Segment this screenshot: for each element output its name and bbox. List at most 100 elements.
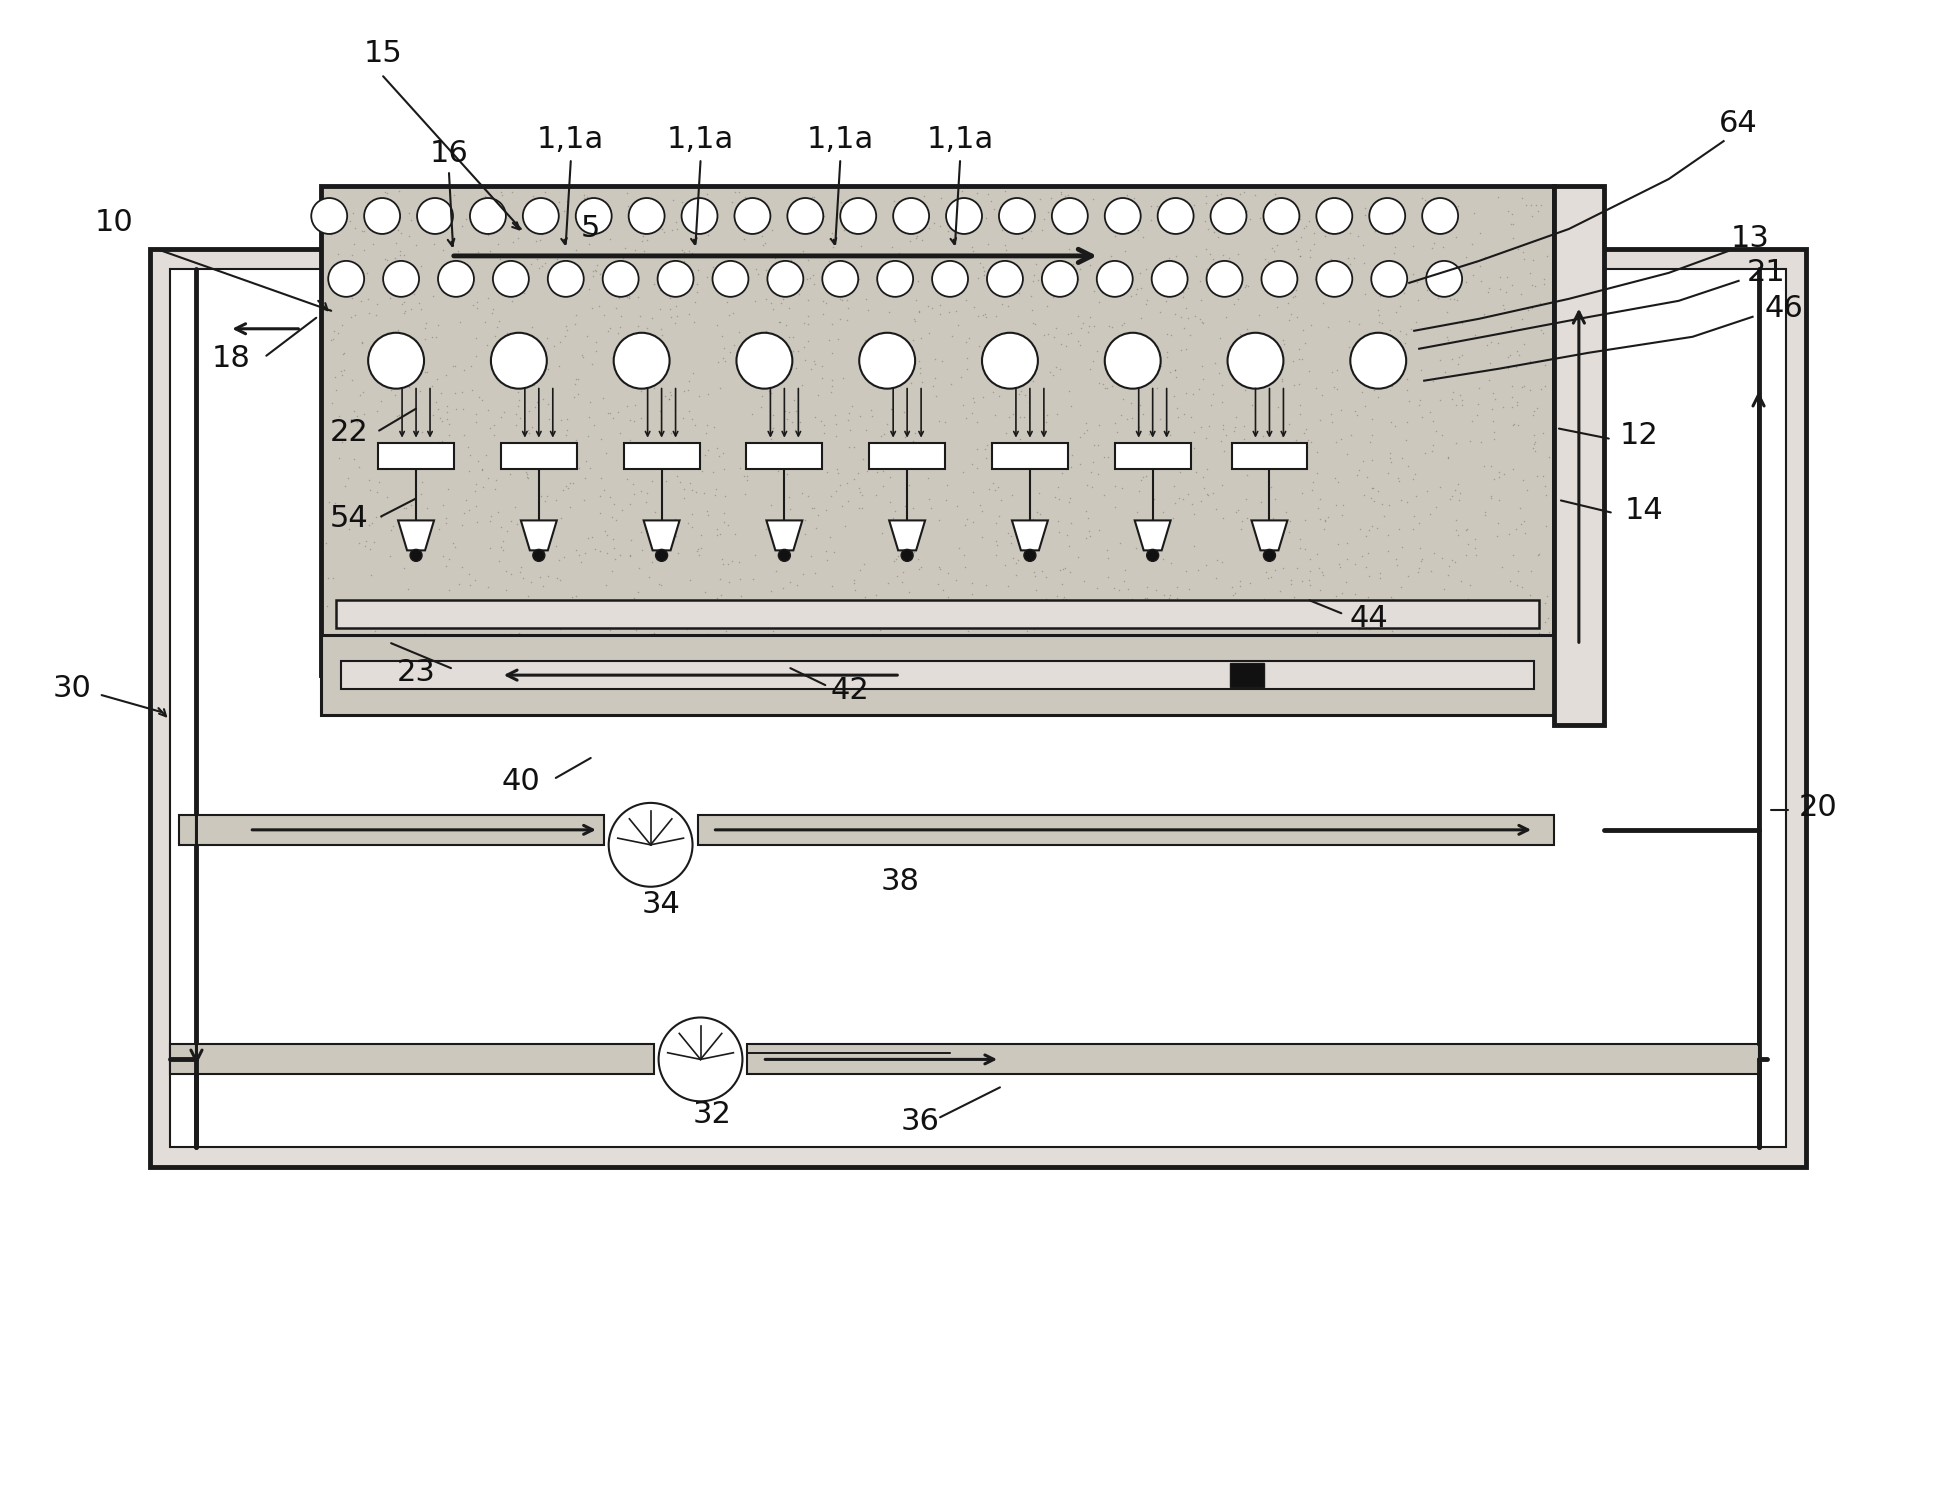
Point — [547, 479, 578, 503]
Point — [1168, 403, 1200, 427]
Point — [551, 474, 582, 498]
Point — [406, 254, 437, 278]
Point — [1286, 480, 1317, 504]
Point — [1441, 517, 1472, 541]
Point — [710, 650, 741, 674]
Point — [1531, 483, 1562, 507]
Point — [739, 205, 770, 229]
Point — [898, 199, 929, 223]
Point — [1335, 204, 1366, 228]
Point — [788, 239, 819, 263]
Point — [845, 404, 876, 428]
Point — [1160, 302, 1192, 326]
Point — [994, 404, 1025, 428]
Point — [945, 210, 976, 233]
Point — [1190, 184, 1221, 208]
Point — [919, 384, 951, 407]
Point — [359, 531, 390, 555]
Point — [1237, 341, 1268, 364]
Point — [329, 341, 361, 364]
Point — [1280, 284, 1311, 308]
Point — [811, 291, 843, 315]
Point — [708, 442, 739, 465]
Point — [1200, 497, 1231, 520]
Point — [880, 565, 911, 589]
Point — [1443, 523, 1474, 547]
Point — [851, 647, 882, 671]
Point — [453, 498, 484, 522]
Point — [1276, 568, 1307, 592]
Point — [649, 657, 680, 681]
Text: 18: 18 — [212, 343, 251, 373]
Point — [1149, 583, 1180, 607]
Point — [1272, 291, 1303, 315]
Point — [447, 381, 478, 404]
Point — [831, 288, 862, 312]
Point — [664, 470, 696, 494]
Point — [619, 619, 651, 642]
Point — [512, 642, 543, 666]
Point — [817, 312, 849, 336]
Point — [472, 574, 504, 598]
Point — [1509, 510, 1541, 534]
Point — [919, 366, 951, 390]
Point — [792, 650, 823, 674]
Circle shape — [655, 549, 668, 561]
Point — [559, 657, 590, 681]
Point — [496, 180, 527, 204]
Point — [447, 214, 478, 238]
Point — [1239, 396, 1270, 419]
Point — [825, 287, 857, 311]
Circle shape — [576, 198, 612, 233]
Point — [406, 482, 437, 506]
Point — [894, 473, 925, 497]
Point — [578, 257, 610, 281]
Point — [711, 552, 743, 575]
Point — [1262, 632, 1294, 656]
Point — [662, 260, 694, 284]
Point — [1023, 268, 1054, 291]
Point — [631, 604, 662, 628]
Point — [1200, 608, 1231, 632]
Point — [512, 584, 543, 608]
Point — [1358, 476, 1390, 500]
Point — [1384, 516, 1415, 540]
Point — [964, 335, 996, 358]
Point — [400, 602, 431, 626]
Point — [1072, 418, 1103, 442]
Point — [876, 397, 907, 421]
Point — [1103, 626, 1135, 650]
Point — [1082, 625, 1113, 648]
Point — [778, 326, 809, 349]
Point — [1017, 269, 1049, 293]
Point — [894, 229, 925, 253]
Point — [788, 311, 819, 335]
Point — [378, 515, 410, 538]
Point — [784, 422, 815, 446]
Point — [631, 315, 662, 339]
Point — [1356, 515, 1388, 538]
Point — [964, 211, 996, 235]
Point — [390, 272, 421, 296]
Point — [1348, 483, 1380, 507]
Point — [653, 251, 684, 275]
Point — [933, 586, 964, 610]
Point — [668, 379, 700, 403]
Point — [627, 225, 659, 248]
Point — [1280, 229, 1311, 253]
Point — [1437, 381, 1468, 404]
Circle shape — [1262, 260, 1298, 297]
Point — [872, 327, 904, 351]
Point — [682, 537, 713, 561]
Point — [751, 517, 782, 541]
Text: 54: 54 — [329, 504, 368, 532]
Point — [1307, 564, 1339, 587]
Point — [682, 259, 713, 283]
Point — [380, 384, 412, 407]
Circle shape — [629, 198, 664, 233]
Point — [1497, 274, 1529, 297]
Point — [1399, 630, 1431, 654]
Point — [655, 286, 686, 309]
Point — [806, 354, 837, 378]
Point — [1011, 515, 1043, 538]
